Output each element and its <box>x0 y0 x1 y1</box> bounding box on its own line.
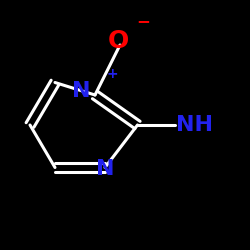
Text: N: N <box>96 159 114 179</box>
Text: N: N <box>72 81 90 101</box>
Text: NH: NH <box>176 115 213 135</box>
Text: +: + <box>106 67 118 81</box>
Text: −: − <box>136 12 150 30</box>
Text: O: O <box>108 29 130 53</box>
